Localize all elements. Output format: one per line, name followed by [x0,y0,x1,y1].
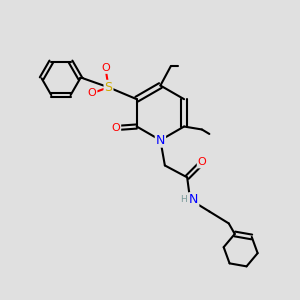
Text: N: N [189,193,198,206]
Text: O: O [112,123,120,133]
Text: O: O [198,158,206,167]
Text: O: O [88,88,97,98]
Text: H: H [180,194,187,203]
Text: N: N [156,134,165,147]
Text: O: O [101,63,110,73]
Text: S: S [104,81,112,94]
